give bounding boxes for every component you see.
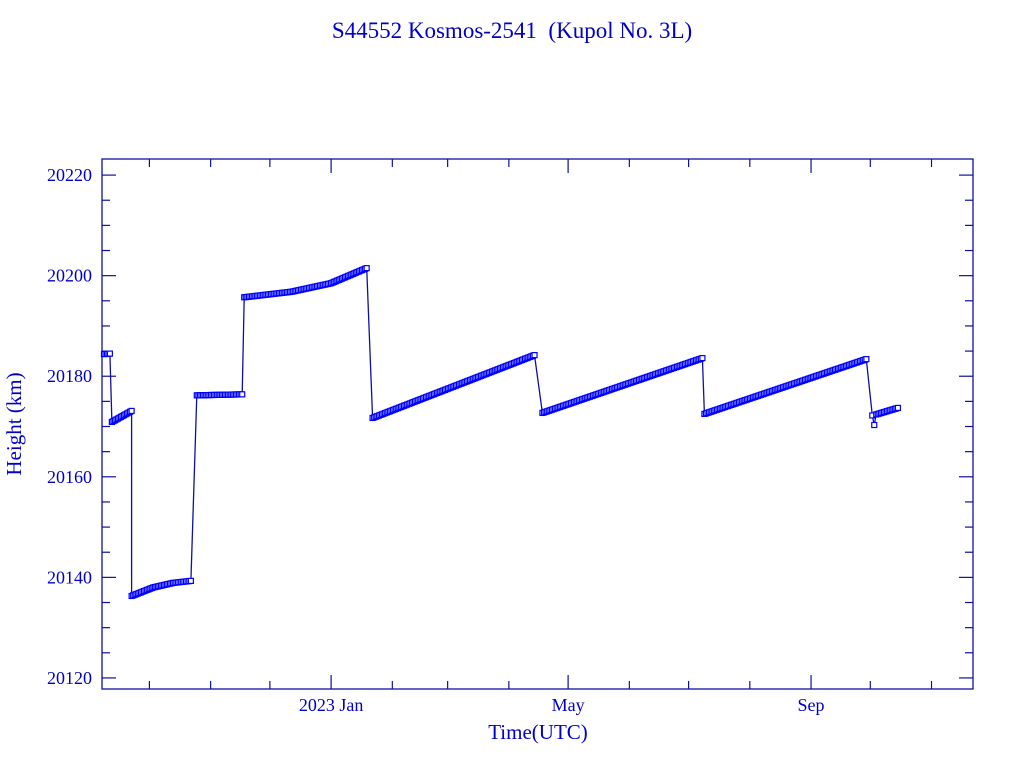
plot-frame xyxy=(101,158,974,690)
data-point xyxy=(187,577,194,584)
y-tick-label: 20120 xyxy=(47,668,92,688)
data-series xyxy=(100,265,902,600)
x-axis-ticks: 2023 Jan May Sep xyxy=(148,159,933,715)
x-tick-label: Sep xyxy=(798,695,825,715)
data-point xyxy=(871,421,878,429)
data-point xyxy=(106,350,114,357)
data-point xyxy=(531,352,538,359)
y-axis-ticks: 20120 20140 20160 20180 20200 20220 xyxy=(47,165,973,688)
data-point xyxy=(128,407,135,415)
data-point xyxy=(863,356,870,363)
y-tick-label: 20220 xyxy=(47,165,92,185)
y-tick-label: 20140 xyxy=(47,567,92,587)
x-axis-label: Time(UTC) xyxy=(488,720,588,744)
x-tick-label: 2023 Jan xyxy=(299,695,364,715)
data-point xyxy=(894,404,902,412)
x-tick-label: May xyxy=(552,695,585,715)
y-axis-label: Height (km) xyxy=(2,372,26,475)
data-point xyxy=(239,391,246,398)
y-tick-label: 20180 xyxy=(47,366,92,386)
data-point xyxy=(363,265,370,272)
chart-title: S44552 Kosmos-2541 (Kupol No. 3L) xyxy=(332,18,692,43)
data-point xyxy=(699,355,706,362)
series-line xyxy=(103,267,899,597)
y-tick-label: 20200 xyxy=(47,266,92,286)
y-tick-label: 20160 xyxy=(47,467,92,487)
